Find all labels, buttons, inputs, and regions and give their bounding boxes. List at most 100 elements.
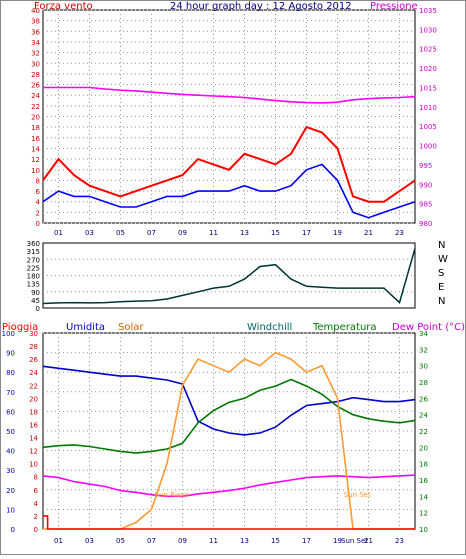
top-y2-tick-label: 1030: [419, 26, 437, 34]
bot-series-line-2: [42, 474, 416, 498]
mid-y-tick-label: 360: [27, 240, 40, 248]
bot-right-tick-label: 30: [419, 363, 428, 371]
sun-risen-annotation: Sun Risen: [155, 491, 190, 499]
bot-right-tick-label: 32: [419, 346, 428, 354]
top-y-tick-label: 32: [31, 50, 40, 58]
top-y-tick-label: 16: [31, 135, 40, 143]
top-y-tick-label: 0: [36, 220, 40, 228]
bot-right-tick-label: 24: [419, 412, 428, 420]
mid-y-tick-label: 225: [27, 264, 40, 272]
top-y2-tick-label: 995: [419, 162, 432, 170]
top-y-tick-label: 14: [31, 145, 40, 153]
top-y2-tick-label: 1010: [419, 104, 437, 112]
sun-set-annotation: Sun Set: [344, 491, 371, 499]
top-y2-tick-label: 985: [419, 201, 432, 209]
top-y2-tick-label: 1020: [419, 65, 437, 73]
bot-left-tick-label: 60: [6, 408, 15, 416]
top-x-tick-label: 13: [240, 229, 249, 237]
bot-right-tick-label: 22: [419, 428, 428, 436]
top-x-tick-label: 19: [333, 229, 342, 237]
top-y-tick-label: 34: [31, 39, 40, 47]
bot-x-tick-label: 05: [116, 537, 125, 545]
top-y-tick-label: 38: [31, 18, 40, 26]
bot-legend-label: Windchill: [247, 322, 292, 333]
bot-legend-label: Dew Point (°C): [392, 322, 465, 333]
bot-x-tick-label: 23: [395, 537, 404, 545]
bot-mid-tick-label: 14: [29, 435, 38, 443]
bot-right-tick-label: 34: [419, 330, 428, 338]
bot-mid-tick-label: 18: [29, 408, 38, 416]
bot-left-tick-label: 0: [11, 526, 15, 534]
bot-right-tick-label: 14: [419, 493, 428, 501]
top-x-tick-label: 01: [54, 229, 63, 237]
top-x-tick-label: 03: [85, 229, 94, 237]
mid-y-tick-label: 0: [36, 305, 40, 313]
mid-direction-label: S: [438, 268, 444, 279]
top-series-line-0: [42, 125, 416, 203]
mid-direction-label: W: [438, 254, 448, 265]
top-y2-tick-label: 1035: [419, 7, 437, 15]
bot-series-line-1: [42, 378, 416, 454]
bot-x-tick-label: 19: [333, 537, 342, 545]
bot-left-tick-label: 100: [2, 330, 15, 338]
bot-x-tick-label: 11: [209, 537, 218, 545]
mid-y-tick-label: 270: [27, 256, 40, 264]
mid-direction-label: N: [438, 240, 445, 251]
mid-y-tick-label: 45: [31, 297, 40, 305]
bot-legend-label: Temperatura: [312, 322, 377, 333]
top-x-tick-label: 23: [395, 229, 404, 237]
top-y2-tick-label: 1005: [419, 123, 437, 131]
top-title: 24 hour graph day : 12 Agosto 2012: [170, 1, 352, 12]
top-x-tick-label: 21: [364, 229, 373, 237]
top-y-tick-label: 40: [31, 7, 40, 15]
mid-y-tick-label: 180: [27, 273, 40, 281]
top-y2-tick-label: 990: [419, 181, 432, 189]
bot-mid-tick-label: 26: [29, 356, 38, 364]
bot-legend-label: Umidita: [66, 322, 105, 333]
bot-series-line-0: [42, 365, 416, 436]
bot-x-tick-label: 09: [178, 537, 187, 545]
bot-right-tick-label: 18: [419, 461, 428, 469]
top-y-tick-label: 30: [31, 60, 40, 68]
top-y-tick-label: 22: [31, 103, 40, 111]
bot-x-tick-label: Sun Set: [341, 537, 368, 545]
top-x-tick-label: 07: [147, 229, 156, 237]
bot-x-tick-label: 15: [271, 537, 280, 545]
bot-mid-tick-label: 22: [29, 382, 38, 390]
bot-left-tick-label: 10: [6, 506, 15, 514]
mid-y-tick-label: 315: [27, 248, 40, 256]
bot-mid-tick-label: 2: [34, 513, 38, 521]
top-y-tick-label: 26: [31, 82, 40, 90]
top-y-tick-label: 2: [36, 209, 40, 217]
bot-x-tick-label: 07: [147, 537, 156, 545]
top-y-tick-label: 18: [31, 124, 40, 132]
bot-left-tick-label: 20: [6, 487, 15, 495]
top-y-tick-label: 12: [31, 156, 40, 164]
bot-mid-tick-label: 6: [34, 487, 39, 495]
top-y-tick-label: 4: [36, 199, 41, 207]
bot-mid-tick-label: 10: [29, 461, 38, 469]
bot-right-tick-label: 20: [419, 444, 428, 452]
top-y-tick-label: 10: [31, 167, 40, 175]
bot-right-tick-label: 10: [419, 526, 428, 534]
top-y2-tick-label: 980: [419, 220, 432, 228]
bot-mid-tick-label: 24: [29, 369, 38, 377]
top-x-tick-label: 17: [302, 229, 311, 237]
bot-left-tick-label: 40: [6, 448, 15, 456]
bot-x-tick-label: 21: [364, 537, 373, 545]
bot-mid-tick-label: 4: [34, 500, 39, 508]
wind-direction-line: [42, 248, 416, 305]
bot-x-tick-label: 03: [85, 537, 94, 545]
top-x-tick-label: 11: [209, 229, 218, 237]
top-series-line-2: [43, 86, 416, 104]
top-y-tick-label: 20: [31, 114, 40, 122]
top-x-tick-label: 15: [271, 229, 280, 237]
mid-direction-label: E: [438, 282, 444, 293]
bot-series-line-4: [43, 515, 415, 530]
top-plot-frame: [42, 9, 416, 224]
top-y-tick-label: 28: [31, 71, 40, 79]
bot-left-tick-label: 90: [6, 350, 15, 358]
bot-left-tick-label: 70: [6, 389, 15, 397]
bot-mid-tick-label: 30: [29, 330, 38, 338]
